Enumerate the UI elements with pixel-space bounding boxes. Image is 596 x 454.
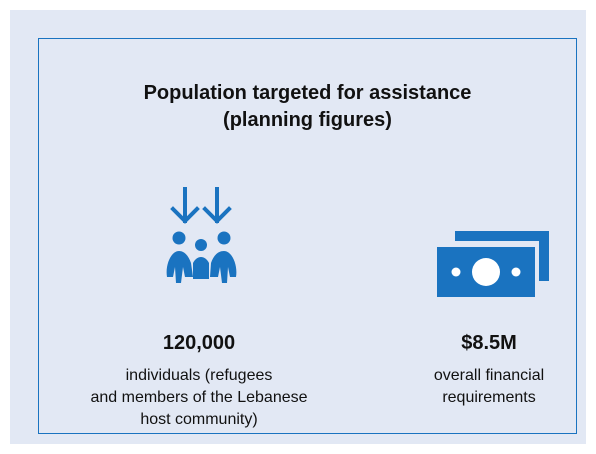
population-desc-line-3: host community)	[140, 411, 258, 428]
background-panel: Population targeted for assistance (plan…	[10, 10, 586, 444]
population-desc-line-1: individuals (refugees	[125, 367, 273, 384]
cash-money-icon-wrap	[409, 181, 569, 331]
population-stat: 120,000 individuals (refugees and member…	[39, 181, 359, 431]
people-arrows-icon	[166, 187, 237, 283]
card-title: Population targeted for assistance (plan…	[39, 80, 576, 134]
title-line-1: Population targeted for assistance	[143, 82, 472, 104]
people-arrows-icon-wrap	[39, 181, 359, 331]
cash-money-icon	[437, 231, 549, 297]
population-description: individuals (refugees and members of the…	[39, 365, 359, 431]
info-card: Population targeted for assistance (plan…	[38, 38, 577, 434]
population-desc-line-2: and members of the Lebanese	[90, 389, 308, 406]
title-line-2: (planning figures)	[223, 109, 392, 131]
funding-desc-line-2: requirements	[442, 389, 536, 406]
funding-desc-line-1: overall financial	[433, 367, 545, 384]
population-value: 120,000	[162, 332, 236, 354]
funding-description: overall financial requirements	[409, 365, 569, 409]
funding-stat: $8.5M overall financial requirements	[409, 181, 569, 409]
funding-value: $8.5M	[461, 332, 517, 354]
